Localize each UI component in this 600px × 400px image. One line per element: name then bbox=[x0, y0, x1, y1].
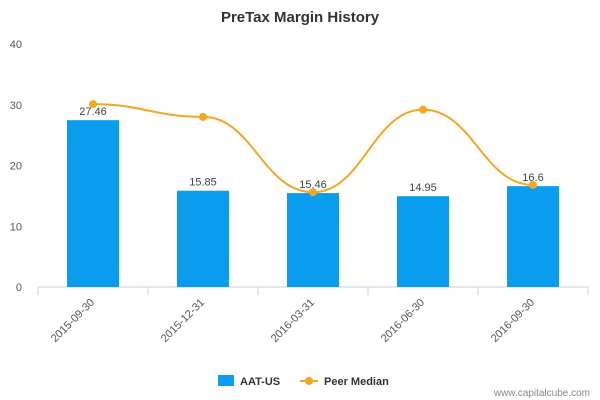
x-tick-label-2015-09-30: 2015-09-30 bbox=[49, 297, 97, 345]
bar-2016-03-31 bbox=[287, 193, 339, 287]
bar-data-labels: 27.46 15.85 15.46 14.95 16.6 bbox=[79, 106, 543, 194]
peer-median-point-2016-06-30 bbox=[419, 105, 427, 114]
peer-median-point-2015-12-31 bbox=[199, 112, 207, 121]
x-tick-label-2015-12-31: 2015-12-31 bbox=[159, 297, 207, 345]
bar-value-label-2016-03-31: 15.46 bbox=[299, 179, 327, 191]
credit-text: www.capitalcube.com bbox=[493, 388, 590, 399]
bar-value-label-2016-06-30: 14.95 bbox=[409, 182, 437, 194]
bar-2016-06-30 bbox=[397, 196, 449, 287]
y-tick-label-10: 10 bbox=[10, 221, 22, 233]
legend: AAT-US Peer Median bbox=[218, 375, 389, 388]
bar-2015-12-31 bbox=[177, 190, 229, 287]
peer-median-line bbox=[92, 103, 534, 194]
peer-median-point-2016-09-30 bbox=[529, 180, 537, 189]
bar-series-aat-us bbox=[67, 120, 559, 287]
bar-value-label-2015-09-30: 27.46 bbox=[79, 106, 107, 118]
y-tick-label-40: 40 bbox=[10, 39, 22, 51]
legend-swatch-aat-us bbox=[218, 375, 234, 386]
line-series-peer-median bbox=[89, 100, 537, 197]
x-tick-label-2016-09-30: 2016-09-30 bbox=[489, 297, 537, 345]
peer-median-point-2015-09-30 bbox=[89, 100, 97, 109]
bar-2016-09-30 bbox=[507, 186, 559, 287]
peer-median-point-2016-03-31 bbox=[309, 188, 317, 197]
y-tick-label-20: 20 bbox=[10, 161, 22, 173]
bar-value-label-2015-12-31: 15.85 bbox=[189, 177, 217, 189]
y-axis: 0 10 20 30 40 bbox=[10, 39, 22, 294]
chart-title: PreTax Margin History bbox=[221, 9, 380, 26]
x-tick-label-2016-06-30: 2016-06-30 bbox=[379, 297, 427, 345]
x-axis: 2015-09-30 2015-12-31 2016-03-31 2016-06-30… bbox=[37, 286, 589, 345]
bar-2015-09-30 bbox=[67, 120, 119, 287]
y-tick-label-30: 30 bbox=[10, 100, 22, 112]
legend-label-aat-us: AAT-US bbox=[240, 376, 280, 388]
bar-value-label-2016-09-30: 16.6 bbox=[522, 172, 543, 184]
y-tick-label-0: 0 bbox=[16, 282, 22, 294]
x-tick-label-2016-03-31: 2016-03-31 bbox=[269, 297, 317, 345]
legend-label-peer-median: Peer Median bbox=[324, 376, 389, 388]
legend-marker-peer-median bbox=[305, 377, 313, 385]
